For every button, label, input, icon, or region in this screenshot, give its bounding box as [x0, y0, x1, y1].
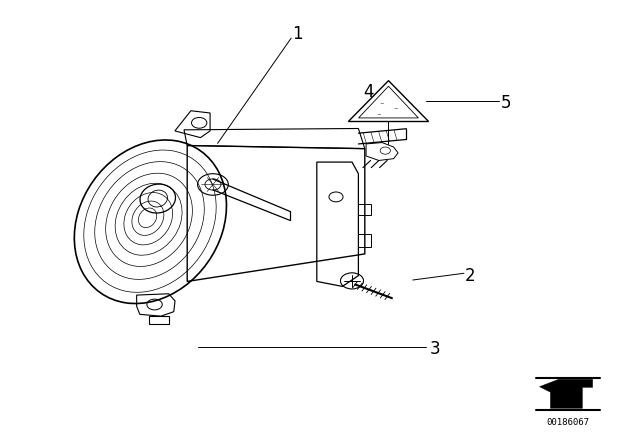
Text: 00186067: 00186067	[547, 418, 590, 427]
Text: 3: 3	[430, 340, 440, 358]
Text: 1: 1	[292, 25, 303, 43]
Text: ~: ~	[380, 101, 385, 107]
Text: 5: 5	[500, 94, 511, 112]
Text: ~: ~	[394, 106, 399, 111]
Text: ~: ~	[376, 112, 381, 117]
Text: 4: 4	[363, 83, 373, 101]
Polygon shape	[540, 379, 593, 408]
Text: 2: 2	[465, 267, 476, 284]
